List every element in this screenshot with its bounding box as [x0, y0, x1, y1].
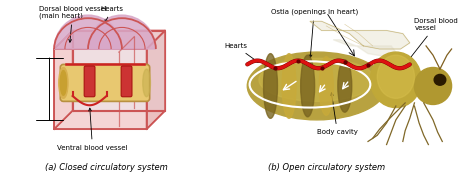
Ellipse shape: [338, 60, 352, 112]
Text: (a) Closed circulatory system: (a) Closed circulatory system: [45, 163, 168, 172]
Polygon shape: [54, 49, 146, 129]
Text: Ostia (openings in heart): Ostia (openings in heart): [271, 9, 358, 58]
Ellipse shape: [282, 54, 296, 118]
Ellipse shape: [59, 68, 68, 98]
Polygon shape: [54, 111, 165, 129]
Text: Dorsal blood
vessel: Dorsal blood vessel: [408, 18, 458, 61]
Polygon shape: [333, 40, 396, 57]
Polygon shape: [146, 30, 165, 129]
Ellipse shape: [60, 71, 66, 95]
FancyBboxPatch shape: [121, 66, 132, 97]
Ellipse shape: [143, 69, 150, 97]
Ellipse shape: [377, 55, 414, 98]
FancyBboxPatch shape: [60, 64, 150, 101]
Ellipse shape: [247, 52, 387, 120]
Ellipse shape: [319, 57, 333, 115]
Wedge shape: [88, 15, 156, 49]
FancyBboxPatch shape: [84, 66, 95, 97]
Polygon shape: [54, 30, 73, 129]
Text: Body cavity: Body cavity: [317, 93, 358, 135]
Polygon shape: [310, 21, 410, 49]
Text: Hearts: Hearts: [100, 6, 123, 23]
Polygon shape: [73, 30, 165, 111]
Ellipse shape: [370, 52, 421, 108]
Ellipse shape: [301, 55, 315, 117]
Ellipse shape: [264, 54, 277, 118]
Ellipse shape: [434, 74, 446, 85]
Wedge shape: [54, 15, 122, 49]
Text: Hearts: Hearts: [224, 43, 258, 62]
Ellipse shape: [259, 58, 375, 101]
Text: (b) Open circulatory system: (b) Open circulatory system: [268, 163, 385, 172]
Text: Ventral blood vessel: Ventral blood vessel: [57, 108, 128, 151]
Polygon shape: [54, 30, 165, 49]
Ellipse shape: [414, 68, 452, 104]
Text: Dorsal blood vessel
(main heart): Dorsal blood vessel (main heart): [39, 6, 107, 42]
